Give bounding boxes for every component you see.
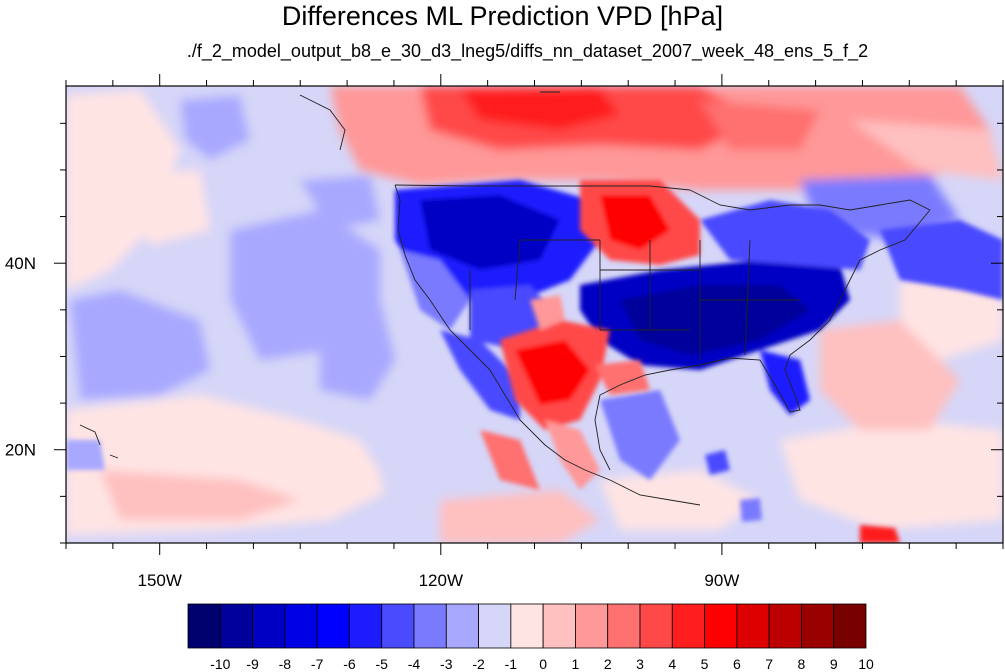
- axis-ticks: [54, 74, 1004, 555]
- colorbar-label: 6: [733, 656, 741, 672]
- colorbar-label: 5: [701, 656, 709, 672]
- colorbar-swatch: [575, 603, 609, 649]
- colorbar-swatch: [510, 603, 544, 649]
- colorbar-label: -8: [279, 656, 292, 672]
- colorbar-swatch: [413, 603, 447, 649]
- y-tick-label: 40N: [5, 254, 36, 273]
- colorbar-swatch: [704, 603, 738, 649]
- colorbar-label: 9: [830, 656, 838, 672]
- colorbar-label: 4: [668, 656, 676, 672]
- colorbar-label: -5: [375, 656, 388, 672]
- colorbar-label: 1: [572, 656, 580, 672]
- map-subtitle: ./f_2_model_output_b8_e_30_d3_lneg5/diff…: [186, 41, 869, 61]
- colorbar-swatch: [219, 603, 253, 649]
- colorbar-swatch: [381, 603, 415, 649]
- colorbar-swatch: [284, 603, 318, 649]
- colorbar-label: -1: [505, 656, 518, 672]
- colorbar-swatch: [187, 603, 221, 649]
- colorbar-swatch: [801, 603, 835, 649]
- colorbar-swatch: [607, 603, 641, 649]
- colorbar-label: 7: [765, 656, 773, 672]
- colorbar-swatch: [639, 603, 673, 649]
- colorbar-label: 2: [604, 656, 612, 672]
- x-tick-label: 120W: [419, 571, 463, 590]
- colorbar-label: -9: [246, 656, 259, 672]
- colorbar-label: 0: [539, 656, 547, 672]
- axis-tick-labels: 150W 120W 90W 40N 20N: [5, 254, 740, 590]
- colorbar-label: -10: [210, 656, 230, 672]
- colorbar-swatch: [445, 603, 479, 649]
- colorbar-swatch: [768, 603, 802, 649]
- colorbar-swatch: [478, 603, 512, 649]
- colorbar-swatch: [316, 603, 350, 649]
- x-tick-label: 150W: [137, 571, 181, 590]
- colorbar-labels: -10 -9 -8 -7 -6 -5 -4 -3 -2 -1 0 1 2 3 4 5 6 7 8 9 10: [210, 656, 874, 672]
- colorbar: [187, 603, 867, 649]
- colorbar-swatch: [252, 603, 286, 649]
- colorbar-label: 8: [798, 656, 806, 672]
- map-title: Differences ML Prediction VPD [hPa]: [281, 1, 724, 31]
- colorbar-label: 10: [858, 656, 874, 672]
- x-tick-label: 90W: [704, 571, 739, 590]
- colorbar-swatch: [542, 603, 576, 649]
- colorbar-swatch: [833, 603, 867, 649]
- difference-field: [66, 86, 1003, 543]
- colorbar-label: 3: [636, 656, 644, 672]
- colorbar-swatch: [736, 603, 770, 649]
- colorbar-swatch: [349, 603, 383, 649]
- colorbar-label: -3: [440, 656, 453, 672]
- map-outlines: [79, 91, 931, 506]
- colorbar-label: -2: [472, 656, 485, 672]
- y-tick-label: 20N: [5, 441, 36, 460]
- colorbar-swatch: [671, 603, 705, 649]
- colorbar-label: -4: [408, 656, 421, 672]
- colorbar-label: -6: [343, 656, 356, 672]
- colorbar-label: -7: [311, 656, 324, 672]
